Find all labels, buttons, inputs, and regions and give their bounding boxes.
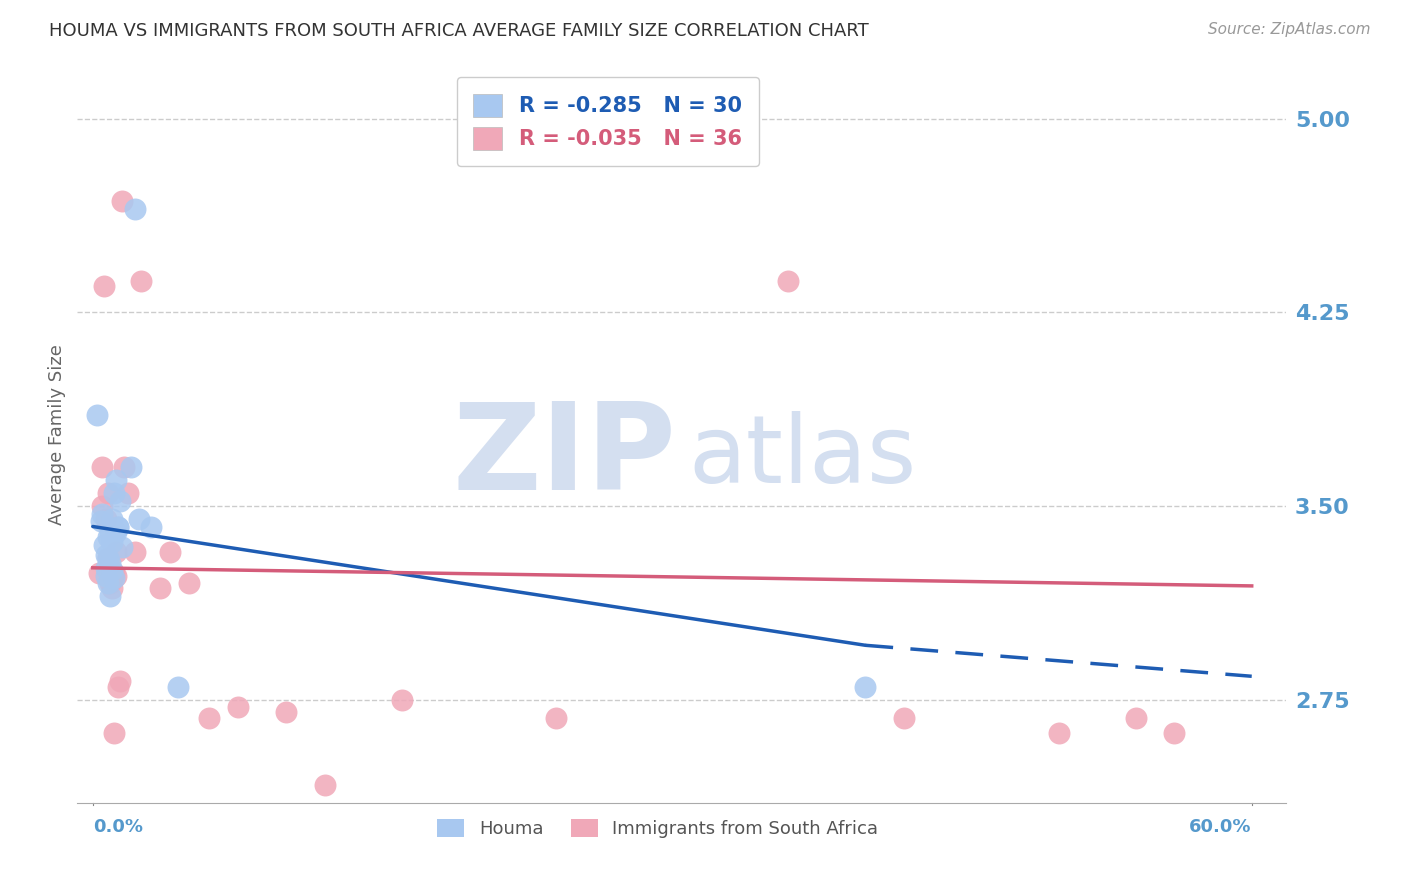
- Point: [103, 571, 125, 585]
- Point: [107, 680, 129, 694]
- Point: [101, 571, 124, 585]
- Point: [96, 568, 118, 582]
- Point: [108, 674, 131, 689]
- Point: [129, 274, 152, 288]
- Point: [96, 561, 118, 575]
- Point: [97, 486, 120, 500]
- Point: [104, 524, 127, 539]
- Point: [893, 710, 915, 724]
- Point: [103, 726, 125, 740]
- Text: atlas: atlas: [688, 411, 917, 503]
- Point: [96, 548, 118, 562]
- Point: [108, 493, 131, 508]
- Point: [197, 710, 219, 724]
- Point: [226, 700, 249, 714]
- Point: [104, 545, 127, 559]
- Point: [179, 576, 201, 591]
- Point: [104, 473, 127, 487]
- Point: [98, 524, 121, 539]
- Point: [166, 680, 188, 694]
- Point: [91, 460, 114, 475]
- Point: [91, 499, 114, 513]
- Point: [101, 535, 124, 549]
- Point: [96, 512, 118, 526]
- Point: [104, 568, 127, 582]
- Point: [778, 274, 800, 288]
- Point: [111, 540, 134, 554]
- Point: [124, 202, 146, 216]
- Point: [124, 545, 146, 559]
- Point: [97, 550, 120, 565]
- Point: [101, 563, 124, 577]
- Point: [274, 706, 297, 720]
- Point: [91, 507, 114, 521]
- Point: [87, 566, 110, 580]
- Point: [98, 576, 121, 591]
- Point: [97, 550, 120, 565]
- Point: [1163, 726, 1185, 740]
- Point: [103, 486, 125, 500]
- Point: [98, 563, 121, 577]
- Point: [89, 514, 111, 528]
- Point: [98, 589, 121, 603]
- Text: 0.0%: 0.0%: [93, 818, 143, 837]
- Point: [139, 519, 162, 533]
- Point: [314, 778, 336, 792]
- Point: [97, 530, 120, 544]
- Point: [112, 460, 135, 475]
- Point: [101, 512, 124, 526]
- Point: [149, 582, 172, 596]
- Text: HOUMA VS IMMIGRANTS FROM SOUTH AFRICA AVERAGE FAMILY SIZE CORRELATION CHART: HOUMA VS IMMIGRANTS FROM SOUTH AFRICA AV…: [49, 22, 869, 40]
- Text: 60.0%: 60.0%: [1189, 818, 1251, 837]
- Text: ZIP: ZIP: [453, 399, 676, 516]
- Point: [128, 512, 150, 526]
- Point: [93, 279, 115, 293]
- Point: [93, 538, 115, 552]
- Point: [107, 519, 129, 533]
- Point: [546, 710, 568, 724]
- Point: [101, 582, 124, 596]
- Point: [1125, 710, 1147, 724]
- Point: [103, 566, 125, 580]
- Point: [107, 519, 129, 533]
- Y-axis label: Average Family Size: Average Family Size: [48, 344, 66, 525]
- Point: [391, 692, 413, 706]
- Point: [98, 556, 121, 570]
- Point: [117, 486, 139, 500]
- Text: Source: ZipAtlas.com: Source: ZipAtlas.com: [1208, 22, 1371, 37]
- Legend: Houma, Immigrants from South Africa: Houma, Immigrants from South Africa: [430, 812, 886, 846]
- Point: [855, 680, 877, 694]
- Point: [120, 460, 142, 475]
- Point: [159, 545, 181, 559]
- Point: [97, 576, 120, 591]
- Point: [1047, 726, 1070, 740]
- Point: [111, 194, 134, 209]
- Point: [86, 409, 108, 423]
